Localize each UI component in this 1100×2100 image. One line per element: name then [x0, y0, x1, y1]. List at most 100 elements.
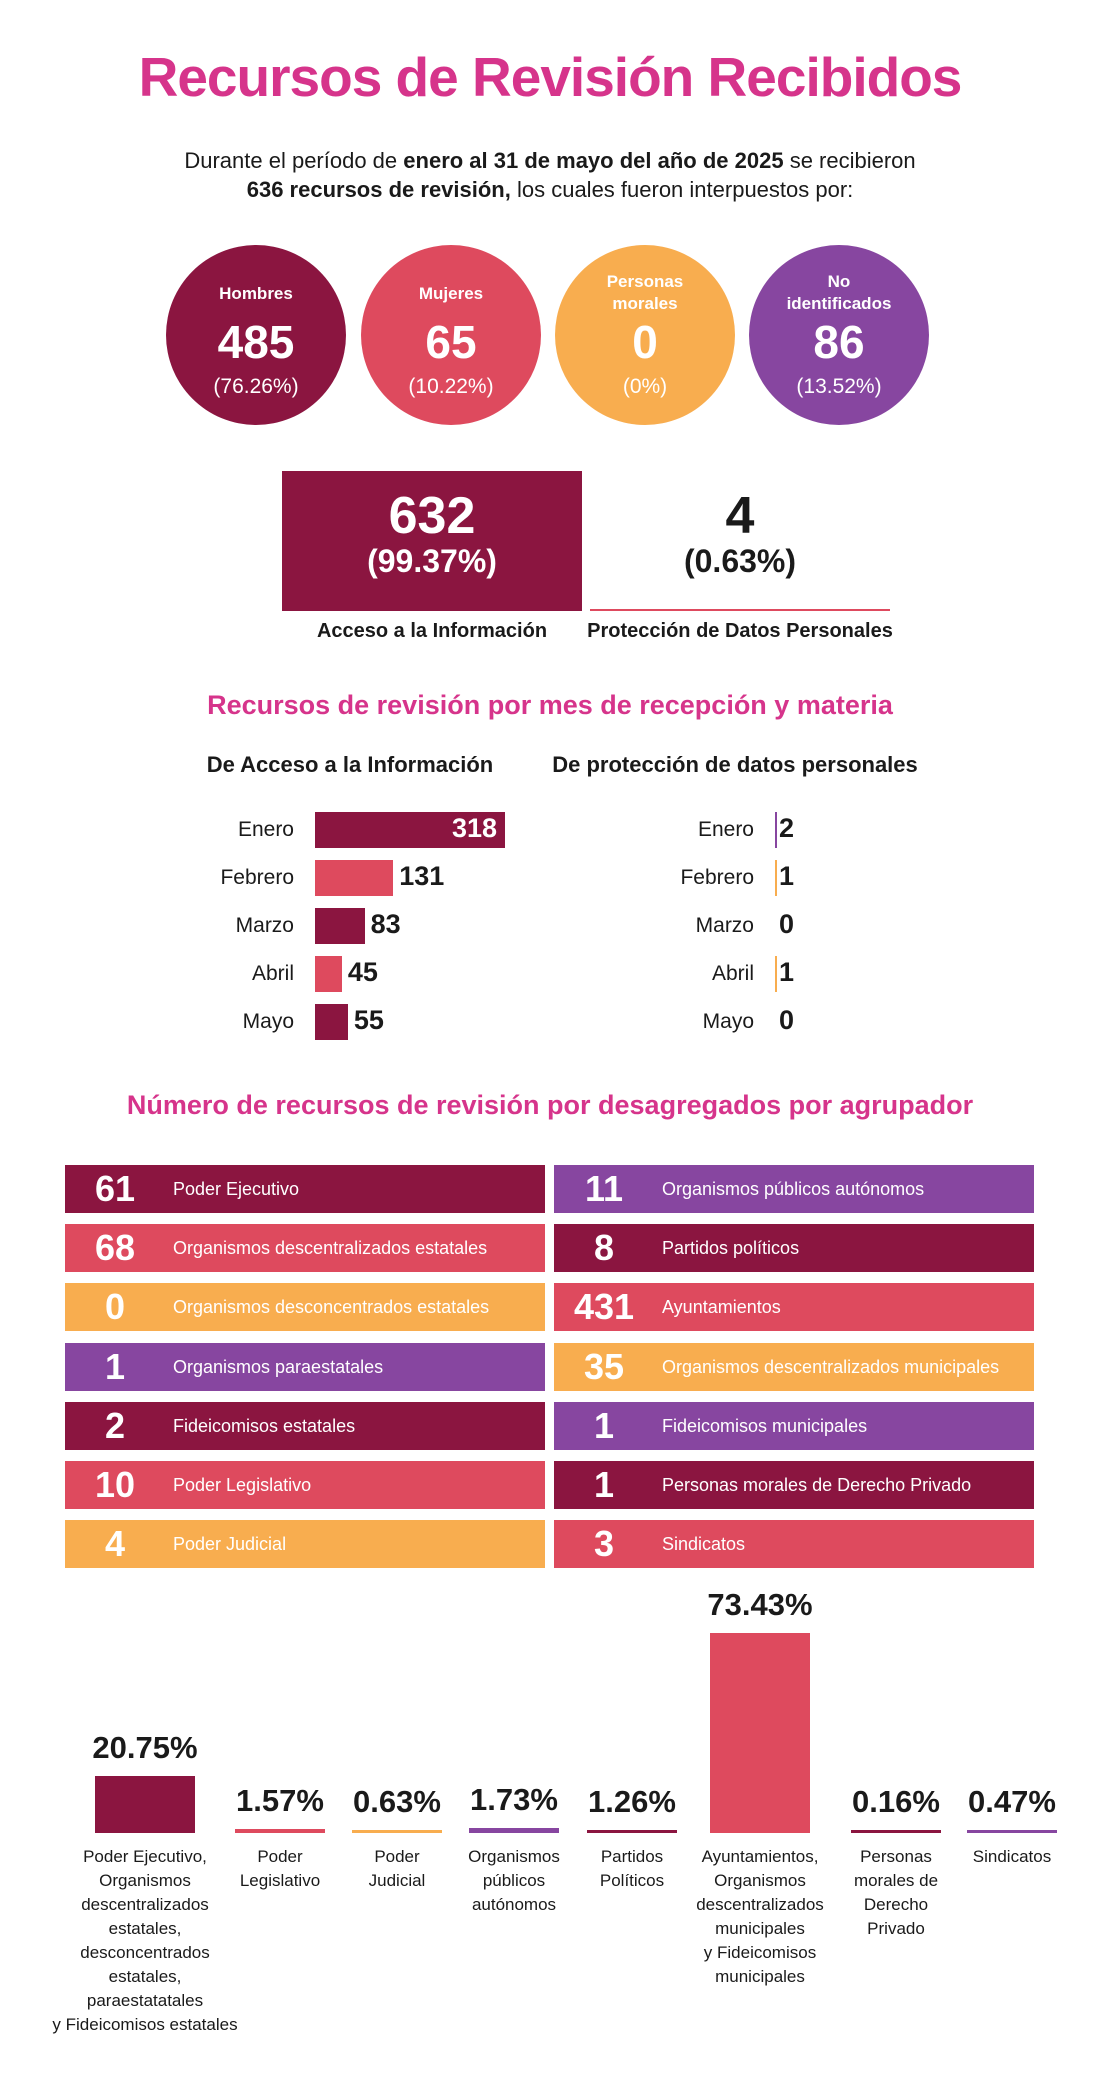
acceso-month-value: 83 [370, 909, 401, 939]
category-line: paraestatatales [86, 1991, 204, 2010]
intro-line-2: 636 recursos de revisión, los cuales fue… [246, 177, 854, 202]
percent-bar-category: Poder Ejecutivo, Organismos descentralizad… [35, 1845, 255, 2037]
circle-hombres: Hombres 485 (76.26%) [166, 245, 346, 425]
circle-label: Hombres [219, 284, 293, 303]
agrupador-value: 4 [104, 1523, 126, 1565]
proteccion-month-label: Abril [711, 962, 754, 985]
category-line: estatales, [108, 1919, 182, 1938]
proteccion-box: 4 (0.63%) [590, 471, 890, 611]
category-line: Organismos [714, 1871, 806, 1890]
percent-bar [95, 1776, 195, 1833]
percent-bar-value: 0.63% [353, 1784, 441, 1819]
category-line: Legislativo [239, 1871, 321, 1890]
acceso-month-value: 55 [353, 1005, 384, 1035]
agrupador-row-right: 8 Partidos políticos [554, 1224, 1034, 1273]
agrupador-value: 3 [593, 1523, 615, 1565]
percent-bar-value: 0.47% [968, 1784, 1056, 1819]
percent-bar-value: 1.26% [588, 1783, 676, 1819]
acceso-month-bar [315, 908, 365, 944]
proteccion-baseline [590, 609, 890, 611]
acceso-month-bar [315, 956, 342, 992]
percent-bar [587, 1829, 677, 1833]
category-line: Poder Ejecutivo, [83, 1847, 207, 1866]
percent-bar [967, 1830, 1057, 1833]
agrupador-row-left: 0 Organismos desconcentrados estatales [65, 1283, 545, 1332]
proteccion-month-bar [775, 812, 777, 848]
circle-mujeres: Mujeres 65 (10.22%) [361, 245, 541, 425]
agrupador-value: 1 [593, 1464, 615, 1505]
percent-bar-value: 73.43% [707, 1587, 813, 1622]
proteccion-percent: (0.63%) [683, 543, 797, 579]
agrupador-value: 10 [94, 1464, 136, 1505]
circle-no-identificados: No identificados 86 (13.52%) [749, 245, 929, 425]
circle-label: Personas morales [606, 272, 684, 313]
agrupador-label: Sindicatos [662, 1534, 746, 1555]
acceso-column-heading: De Acceso a la Información [206, 752, 494, 777]
category-line: descentralizados [81, 1895, 209, 1914]
category-line: Poder [374, 1847, 420, 1866]
proteccion-month-value: 1 [779, 861, 795, 891]
proteccion-month-bar [775, 956, 777, 992]
agrupador-value: 8 [593, 1227, 615, 1269]
agrupador-value: 35 [583, 1345, 625, 1387]
category-line: autónomos [471, 1895, 557, 1914]
acceso-month-value: 318 [451, 813, 497, 843]
agrupador-label: Poder Judicial [173, 1534, 287, 1555]
category-line: Ayuntamientos, [701, 1847, 819, 1866]
proteccion-value: 4 [725, 487, 755, 545]
agrupador-label: Organismos paraestatales [173, 1356, 384, 1377]
agrupador-row-right: 431 Ayuntamientos [554, 1283, 1034, 1332]
proteccion-month-value: 0 [779, 909, 795, 939]
proteccion-column-heading: De protección de datos personales [552, 752, 918, 777]
agrupador-label: Organismos públicos autónomos [662, 1179, 925, 1199]
category-line: Organismos [99, 1871, 191, 1890]
acceso-month-bar [315, 812, 505, 848]
acceso-month-label: Enero [237, 818, 294, 841]
acceso-month-label: Abril [251, 962, 294, 985]
proteccion-month-value: 1 [779, 957, 795, 987]
agrupador-row-right: 3 Sindicatos [554, 1520, 1034, 1569]
acceso-month-value: 45 [347, 957, 378, 987]
agrupador-row-left: 10 Poder Legislativo [65, 1461, 545, 1509]
agrupador-value: 1 [593, 1404, 615, 1446]
agrupador-label: Fideicomisos municipales [662, 1415, 868, 1436]
category-line: Poder [257, 1847, 303, 1866]
proteccion-month-label: Mayo [702, 1010, 754, 1033]
agrupador-label: Organismos descentralizados municipales [662, 1356, 1000, 1377]
circle-percent: (10.22%) [408, 375, 494, 398]
proteccion-caption: Protección de Datos Personales [587, 620, 893, 642]
circle-value: 86 [813, 316, 865, 368]
circle-percent: (13.52%) [796, 375, 882, 398]
agrupador-label: Personas morales de Derecho Privado [662, 1475, 972, 1495]
category-line: públicos [482, 1871, 546, 1890]
acceso-caption: Acceso a la Información [316, 620, 548, 642]
agrupador-row-left: 61 Poder Ejecutivo [65, 1165, 545, 1213]
category-line: municipales [715, 1919, 805, 1938]
proteccion-month-label: Enero [697, 818, 754, 841]
percent-bar-value: 1.57% [236, 1782, 324, 1818]
agrupador-label: Ayuntamientos [662, 1297, 781, 1318]
agrupador-row-left: 2 Fideicomisos estatales [65, 1401, 545, 1450]
category-line: Partidos [600, 1847, 664, 1866]
percent-bar [352, 1830, 442, 1833]
agrupador-row-left: 68 Organismos descentralizados estatales [65, 1224, 545, 1273]
circle-percent: (76.26%) [213, 375, 299, 398]
page-title: Recursos de Revisión Recibidos [138, 46, 963, 108]
acceso-month-value: 131 [399, 861, 445, 891]
percent-bar-category: Partidos Políticos [567, 1845, 697, 1893]
agrupador-value: 68 [94, 1227, 136, 1269]
category-line: Derecho [863, 1895, 929, 1914]
circle-personas-morales: Personas morales 0 (0%) [555, 245, 735, 425]
category-line: y Fideicomisos estatales [52, 2015, 238, 2034]
category-line: municipales [715, 1967, 805, 1986]
percent-bar [851, 1830, 941, 1833]
acceso-box: 632 (99.37%) [282, 471, 582, 611]
category-line: desconcentrados [80, 1943, 210, 1962]
proteccion-month-label: Febrero [680, 866, 754, 889]
proteccion-month-label: Marzo [695, 914, 754, 937]
agrupador-label: Organismos desconcentrados estatales [173, 1297, 490, 1318]
agrupador-value: 1 [104, 1345, 126, 1387]
percent-bar-value: 20.75% [92, 1730, 198, 1766]
category-line: morales de [853, 1871, 939, 1890]
category-line: y Fideicomisos [703, 1943, 817, 1962]
